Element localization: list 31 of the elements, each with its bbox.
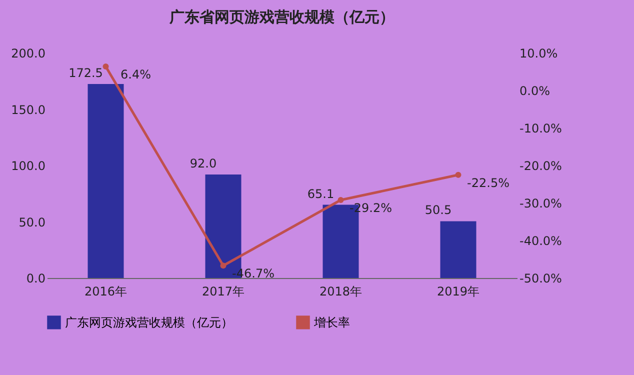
y2-tick-label: -30.0%	[520, 196, 562, 210]
chart-title: 广东省网页游戏营收规模（亿元）	[168, 8, 394, 26]
y-tick-label: 50.0	[18, 215, 46, 230]
y2-tick-label: -50.0%	[520, 272, 562, 286]
y2-tick-label: 0.0%	[520, 84, 550, 98]
y-tick-label: 100.0	[11, 159, 46, 173]
y-tick-label: 200.0	[11, 46, 46, 60]
y2-tick-label: -10.0%	[520, 122, 562, 136]
point	[455, 172, 462, 178]
x-tick-label: 2016年	[84, 284, 128, 298]
bar	[440, 221, 476, 278]
legend-label: 广东网页游戏营收规模（亿元）	[65, 315, 233, 330]
x-tick-label: 2018年	[319, 284, 362, 298]
point	[338, 197, 344, 203]
data-label: 6.4%	[120, 68, 151, 82]
y2-tick-label: -20.0%	[520, 159, 562, 173]
legend-label: 增长率	[313, 315, 350, 330]
point	[220, 262, 226, 269]
data-label: -22.5%	[467, 176, 510, 190]
y-tick-label: 0.0	[26, 272, 46, 286]
bar	[88, 84, 124, 278]
y-tick-label: 150.0	[11, 102, 46, 117]
x-tick-label: 2017年	[202, 284, 245, 298]
data-label: 172.5	[68, 66, 103, 80]
data-label: 92.0	[190, 156, 217, 170]
y2-tick-label: -40.0%	[520, 234, 562, 248]
point	[102, 64, 109, 70]
data-label: 65.1	[307, 186, 334, 201]
data-label: 50.5	[424, 203, 452, 218]
y2-tick-label: 10.0%	[520, 46, 558, 60]
x-tick-label: 2019年	[436, 284, 480, 298]
